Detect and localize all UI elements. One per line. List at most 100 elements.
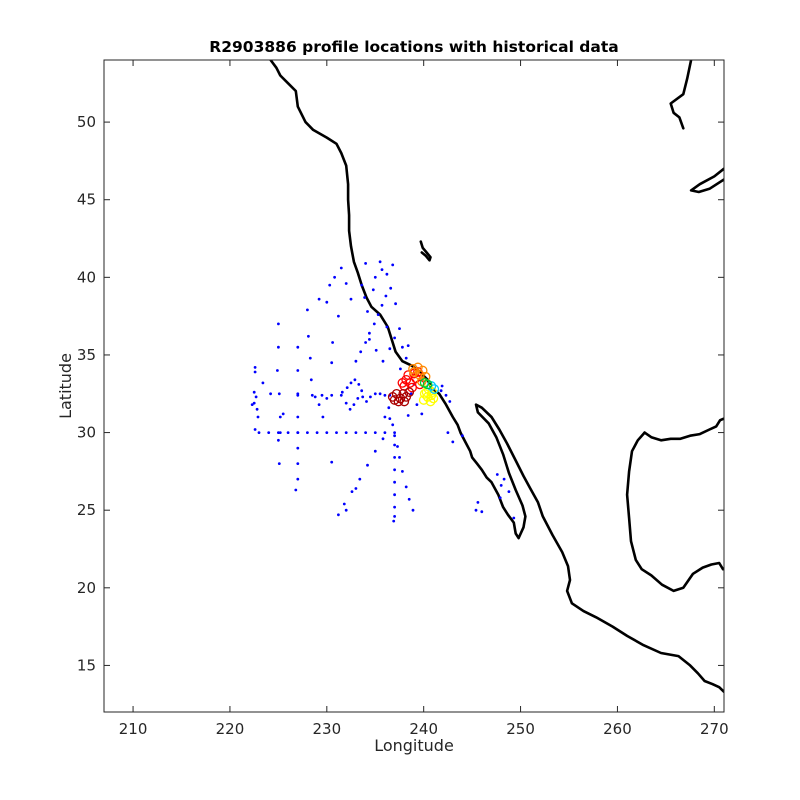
historical-profile-point (325, 300, 329, 304)
historical-profile-point (360, 389, 364, 393)
historical-profile-point (393, 336, 396, 340)
historical-profile-point (368, 331, 371, 335)
historical-profile-point (393, 468, 396, 472)
y-tick-label: 50 (77, 113, 96, 131)
historical-profile-point (345, 386, 349, 389)
historical-profile-point (384, 294, 388, 298)
x-tick-label: 230 (312, 720, 341, 738)
coastline-5 (419, 240, 432, 262)
float-profile-point (403, 370, 414, 380)
historical-profile-point (277, 345, 280, 349)
coastline-0 (269, 60, 724, 694)
historical-profile-point (507, 490, 511, 493)
historical-profile-point (296, 462, 300, 465)
historical-profile-point (393, 493, 396, 497)
historical-profile-point (296, 446, 300, 450)
historical-profile-point (252, 390, 256, 394)
historical-profile-point (512, 516, 516, 520)
historical-profile-point (474, 508, 478, 512)
historical-profile-point (451, 440, 455, 444)
historical-profile-point (448, 400, 452, 403)
historical-profile-point (328, 283, 332, 287)
historical-profile-point (339, 266, 343, 270)
historical-profile-point (381, 359, 385, 363)
historical-profile-point (480, 510, 484, 514)
historical-profile-point (396, 445, 399, 448)
historical-profile-point (353, 378, 357, 382)
historical-profile-point (388, 417, 392, 420)
historical-profile-point (369, 395, 372, 399)
historical-profile-point (392, 519, 396, 523)
historical-profile-point (380, 268, 384, 271)
historical-profile-point (381, 437, 385, 441)
historical-profile-point (388, 347, 392, 351)
historical-profile-point (269, 392, 272, 396)
historical-profile-point (407, 497, 411, 501)
historical-profile-point (393, 456, 396, 459)
historical-profile-point (495, 473, 499, 476)
historical-profile-point (348, 407, 352, 411)
historical-profile-point (363, 296, 366, 299)
historical-profile-point (399, 367, 402, 371)
historical-profile-point (376, 313, 380, 316)
historical-profile-point (360, 283, 364, 287)
plot-frame (103, 59, 725, 713)
historical-profile-point (333, 275, 336, 279)
historical-profile-point (277, 322, 280, 326)
historical-profile-point (250, 403, 254, 406)
historical-profile-point (373, 449, 377, 453)
historical-profile-point (368, 338, 371, 341)
historical-profile-point (253, 366, 257, 369)
float-profile-point (425, 396, 436, 407)
historical-profile-point (296, 431, 300, 434)
float-profile-point (389, 395, 400, 405)
y-tick-label: 20 (77, 579, 96, 597)
historical-profile-point (378, 260, 382, 264)
historical-profile-point (393, 515, 396, 518)
historical-profile-point (261, 381, 265, 385)
x-axis-title: Longitude (374, 736, 454, 755)
historical-profile-point (415, 403, 419, 406)
float-profile-point (401, 392, 412, 402)
historical-profile-point (344, 401, 348, 405)
historical-profile-point (406, 344, 410, 347)
historical-profile-point (404, 485, 408, 489)
historical-profile-point (393, 431, 396, 434)
historical-profile-point (325, 431, 329, 434)
historical-profile-point (286, 431, 290, 434)
historical-profile-point (461, 434, 464, 438)
x-tick-label: 260 (603, 720, 632, 738)
historical-profile-point (349, 381, 353, 385)
historical-profile-point (255, 407, 259, 411)
y-tick-label: 25 (77, 501, 96, 519)
float-profile-point (429, 384, 440, 394)
historical-profile-point (406, 414, 410, 417)
historical-profile-point (364, 431, 367, 434)
historical-profile-point (321, 415, 325, 419)
historical-profile-point (385, 325, 389, 329)
historical-profile-point (339, 393, 343, 397)
historical-profile-point (373, 392, 377, 396)
historical-profile-point (253, 370, 257, 374)
axis-ticks: 210 220 230 240 250 260 270 15 20 25 30 35 40 45 50 (77, 60, 729, 738)
historical-profile-point (257, 431, 261, 434)
historical-profile-point (349, 297, 353, 301)
historical-profile-point (296, 477, 300, 481)
historical-profile-point (389, 286, 393, 290)
float-profile-point (397, 378, 408, 388)
historical-profile-point (330, 460, 334, 464)
historical-profile-point (401, 470, 404, 473)
historical-profile-point (277, 431, 280, 434)
historical-profile-point (476, 501, 480, 504)
coastline-2 (625, 431, 724, 593)
historical-profile-point (380, 303, 384, 307)
historical-profile-point (354, 431, 358, 434)
float-profile-point (413, 362, 423, 373)
historical-profile-point (393, 505, 396, 509)
historical-profile-point (373, 431, 377, 434)
float-profile-point (428, 393, 439, 404)
historical-profile-point (393, 434, 396, 438)
x-tick-label: 240 (409, 720, 438, 738)
historical-profile-point (335, 431, 338, 434)
historical-profile-point (337, 314, 340, 318)
